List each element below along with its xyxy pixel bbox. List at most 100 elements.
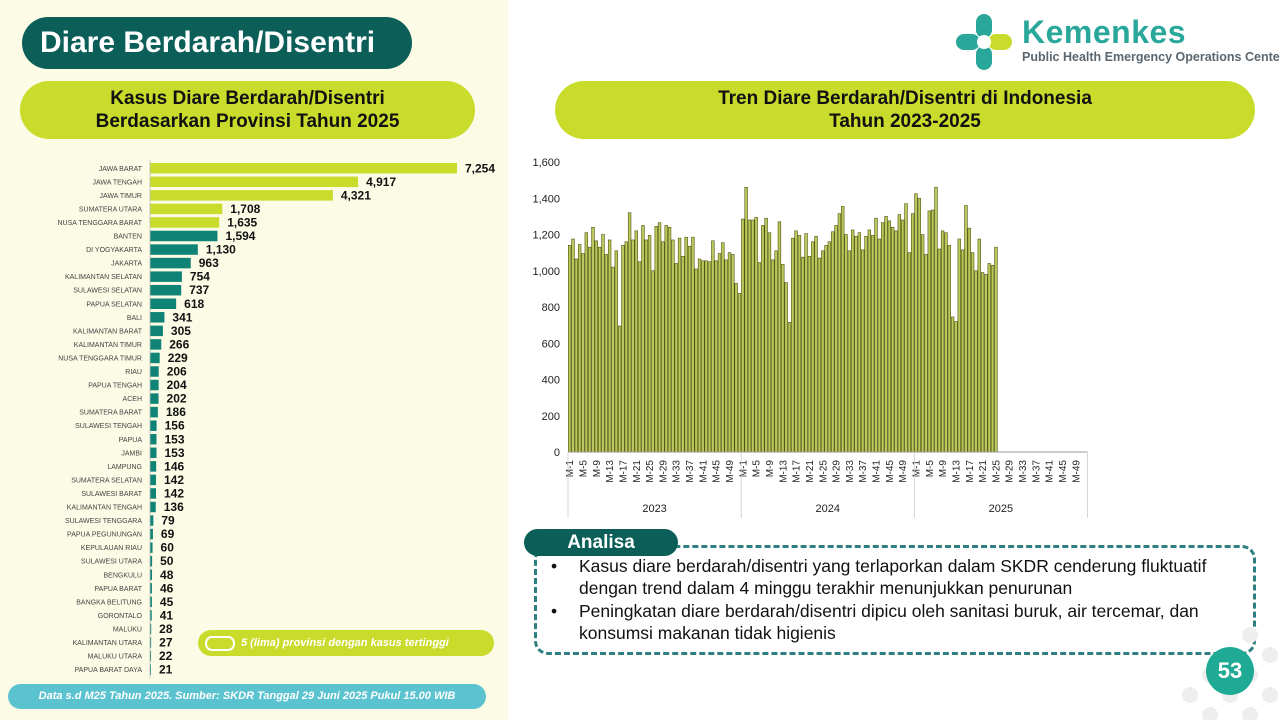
province-label: KEPULAUAN RIAU <box>81 545 142 552</box>
x-tick-label: M-9 <box>592 460 603 478</box>
province-value-label: 46 <box>160 581 174 595</box>
province-label: PAPUA BARAT <box>94 586 142 593</box>
province-value-label: 1,708 <box>230 202 260 216</box>
x-tick-label: M-1 <box>565 460 576 478</box>
province-label: PAPUA PEGUNUNGAN <box>67 532 142 539</box>
trend-bar <box>707 261 712 453</box>
trend-bar <box>574 258 578 453</box>
province-bar <box>150 474 157 486</box>
analysis-label: Analisa <box>524 529 678 556</box>
trend-bar <box>964 205 968 453</box>
province-bar <box>150 583 152 594</box>
province-chart-title: Kasus Diare Berdarah/Disentri Berdasarka… <box>20 81 475 139</box>
province-value-label: 22 <box>159 649 173 663</box>
y-tick-label: 1,200 <box>532 230 560 242</box>
trend-bar <box>661 241 665 453</box>
x-tick-label: M-29 <box>1005 460 1016 483</box>
trend-bar <box>940 230 945 453</box>
x-tick-label: M-25 <box>818 460 829 483</box>
x-tick-label: M-13 <box>605 460 616 483</box>
province-label: NUSA TENGGARA BARAT <box>57 220 142 227</box>
trend-bar <box>711 240 715 453</box>
trend-bar <box>781 264 785 453</box>
province-label: SUMATERA BARAT <box>79 410 142 417</box>
trend-bar <box>594 240 598 453</box>
trend-bar <box>920 234 925 453</box>
trend-bar <box>827 241 832 453</box>
trend-bar <box>970 252 975 453</box>
trend-bar <box>641 225 645 453</box>
trend-bar <box>777 221 782 453</box>
trend-chart-title: Tren Diare Berdarah/Disentri di Indonesi… <box>555 81 1255 139</box>
trend-bar <box>577 244 582 453</box>
trend-bar <box>927 210 931 453</box>
slide-title: Diare Berdarah/Disentri <box>22 17 412 69</box>
province-bar <box>150 271 182 282</box>
province-label: ACEH <box>123 396 142 403</box>
trend-bar <box>887 220 892 453</box>
trend-bar <box>581 253 585 453</box>
province-value-label: 341 <box>172 310 192 324</box>
province-label: RIAU <box>125 369 142 376</box>
province-value-label: 156 <box>165 419 185 433</box>
province-value-label: 21 <box>159 663 173 677</box>
y-tick-label: 1,000 <box>532 266 560 278</box>
analysis-list: Kasus diare berdarah/disentri yang terla… <box>548 555 1248 645</box>
trend-bar <box>944 232 948 453</box>
province-label: BANTEN <box>114 234 142 241</box>
province-label: BANGKA BELITUNG <box>76 599 142 606</box>
province-bar <box>150 366 159 377</box>
trend-bar <box>591 226 595 453</box>
trend-bar <box>877 238 882 453</box>
x-tick-label: M-45 <box>712 460 723 483</box>
province-bar <box>150 190 333 201</box>
province-label: JAWA BARAT <box>99 166 143 173</box>
trend-bar <box>697 258 702 453</box>
province-value-label: 202 <box>167 392 187 406</box>
x-tick-label: M-13 <box>778 460 789 483</box>
trend-bar <box>607 239 612 453</box>
x-tick-label: M-1 <box>911 460 922 478</box>
province-value-label: 206 <box>167 365 187 379</box>
x-tick-label: M-41 <box>698 460 709 483</box>
trend-bar <box>747 219 752 453</box>
province-bar <box>150 447 157 459</box>
province-value-label: 1,130 <box>206 243 236 257</box>
province-value-label: 28 <box>159 622 173 636</box>
trend-bar <box>644 239 648 453</box>
y-tick-label: 0 <box>554 447 560 459</box>
trend-bar <box>937 248 941 453</box>
x-tick-label: M-45 <box>885 460 896 483</box>
trend-bar <box>657 222 662 453</box>
trend-bar <box>604 254 608 453</box>
province-bar <box>150 637 152 648</box>
x-tick-label: M-49 <box>898 460 909 483</box>
province-bar <box>150 339 162 350</box>
trend-bar <box>637 261 642 453</box>
page-number: 53 <box>1206 647 1254 695</box>
trend-bar <box>684 236 688 453</box>
province-bar <box>150 203 223 215</box>
province-value-label: 4,917 <box>366 175 396 189</box>
province-bar <box>150 664 151 675</box>
year-label: 2025 <box>989 503 1013 515</box>
province-value-label: 79 <box>161 514 175 528</box>
province-label: PAPUA TENGAH <box>88 383 142 390</box>
y-tick-label: 400 <box>542 375 560 387</box>
province-value-label: 27 <box>159 636 173 650</box>
trend-bar <box>724 259 728 453</box>
province-label: JAMBI <box>121 450 142 457</box>
trend-bar <box>587 246 592 453</box>
trend-bar <box>647 235 652 453</box>
trend-bar <box>837 213 842 453</box>
province-label: SULAWESI TENGGARA <box>65 518 142 525</box>
trend-bar <box>597 246 602 453</box>
x-tick-label: M-1 <box>738 460 749 478</box>
trend-bar <box>677 237 682 453</box>
trend-bar <box>584 232 588 453</box>
province-bar-chart: JAWA BARAT 7,254 JAWA TENGAH 4,917 JAWA TIMU… <box>57 160 495 678</box>
trend-bar <box>930 209 935 453</box>
province-value-label: 45 <box>160 595 174 609</box>
x-tick-label: M-21 <box>978 460 989 483</box>
province-value-label: 142 <box>164 486 184 500</box>
